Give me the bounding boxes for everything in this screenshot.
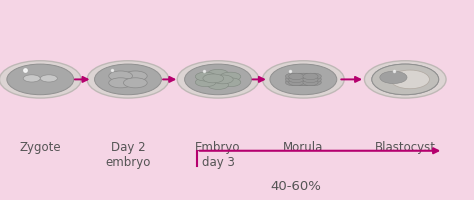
Text: Embryo
day 3: Embryo day 3 [195,140,241,168]
Circle shape [303,74,318,80]
Circle shape [292,77,307,83]
Circle shape [289,80,304,86]
Circle shape [296,80,311,86]
Circle shape [40,75,57,83]
Ellipse shape [270,65,337,95]
Circle shape [208,81,228,90]
Text: Day 2
embryo: Day 2 embryo [105,140,151,168]
Circle shape [296,77,311,83]
Circle shape [220,78,241,87]
Ellipse shape [7,65,74,95]
Circle shape [303,77,318,83]
Text: Morula: Morula [283,140,324,153]
Circle shape [289,74,304,80]
Circle shape [303,74,318,80]
Circle shape [300,80,315,86]
Ellipse shape [177,61,259,99]
Circle shape [292,80,307,86]
Circle shape [285,80,301,86]
Circle shape [289,77,304,83]
Circle shape [289,77,304,83]
Text: Zygote: Zygote [19,140,61,153]
Text: Blastocyst: Blastocyst [375,140,436,153]
Circle shape [296,80,311,86]
Circle shape [296,77,311,83]
Ellipse shape [184,65,252,95]
Ellipse shape [372,65,439,95]
Circle shape [303,80,318,86]
Circle shape [285,77,301,83]
Circle shape [109,72,132,82]
Ellipse shape [380,72,407,84]
Circle shape [109,78,132,88]
Circle shape [292,74,307,80]
Circle shape [296,74,311,80]
Circle shape [23,75,40,83]
Circle shape [203,75,224,83]
Circle shape [289,80,304,86]
Circle shape [306,74,321,80]
Ellipse shape [94,65,162,95]
Ellipse shape [87,61,169,99]
Circle shape [303,80,318,86]
Ellipse shape [365,61,446,99]
Circle shape [208,70,228,79]
Circle shape [124,78,147,88]
Circle shape [220,73,241,82]
Circle shape [289,74,304,80]
Circle shape [300,77,315,83]
Circle shape [306,80,321,86]
Circle shape [195,78,216,87]
Ellipse shape [391,71,429,89]
Text: 40-60%: 40-60% [271,180,322,192]
Circle shape [124,72,147,82]
Ellipse shape [372,65,439,95]
Circle shape [296,74,311,80]
Circle shape [306,77,321,83]
Circle shape [212,76,233,84]
Circle shape [195,73,216,82]
Circle shape [300,74,315,80]
Circle shape [303,77,318,83]
Ellipse shape [0,61,81,99]
Ellipse shape [263,61,344,99]
Circle shape [285,74,301,80]
